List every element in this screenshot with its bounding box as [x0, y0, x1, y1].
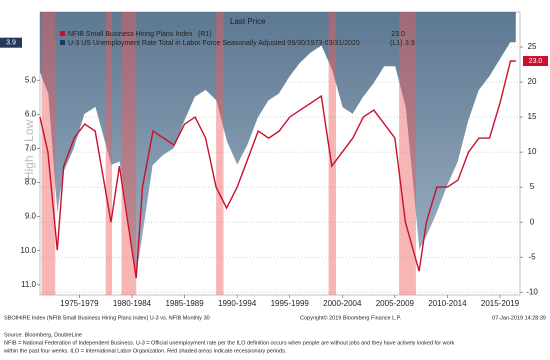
y-tick-label: 8.0 [25, 178, 37, 187]
y2-tick-label: 15 [528, 112, 537, 121]
y2-tick-label: 20 [528, 77, 537, 86]
x-tick-label: 2015-2019 [481, 299, 520, 308]
x-tick-label: 2005-2009 [376, 299, 415, 308]
x-tick-label: 1990-1994 [218, 299, 257, 308]
legend-axis-tag: (L1) [390, 40, 402, 47]
y-tick-label: 9.0 [25, 212, 37, 221]
y2-tick-label: -10 [526, 287, 538, 296]
recession-band [216, 12, 224, 295]
last-value-tag: 23.0 [529, 58, 543, 65]
footer-right: 07-Jan-2019 14:28:39 [492, 315, 546, 321]
last-value-box [0, 37, 22, 48]
y-tick-label: 10.0 [20, 246, 36, 255]
x-tick-label: 1985-1989 [165, 299, 204, 308]
y2-tick-label: 10 [528, 147, 537, 156]
area [40, 12, 516, 278]
area-edge [39, 42, 516, 279]
x-tick-label: 1975-1979 [60, 299, 99, 308]
x-tick-label: 1995-1999 [271, 299, 310, 308]
y-tick-label: 11.0 [21, 280, 37, 289]
legend-swatch [60, 40, 65, 45]
x-tick-label: 1980-1984 [113, 299, 152, 308]
recession-band [328, 12, 336, 295]
legend-label: NFIB Small Business Hiring Plans Index [68, 31, 193, 38]
legend-axis-tag: (R1) [198, 31, 212, 38]
y-tick-label: 5.0 [25, 75, 37, 84]
legend-header: Last Price [230, 17, 266, 26]
recession-band [399, 12, 416, 295]
last-value-box [523, 56, 548, 67]
x-tick-label: 2010-2014 [428, 299, 467, 308]
y2-tick-label: -5 [528, 252, 536, 261]
last-value-tag: 3.9 [6, 40, 16, 47]
y2-tick-label: 25 [528, 42, 537, 51]
y2-tick-label: 0 [530, 217, 535, 226]
source: Source: Bloomberg, DoubleLine [4, 332, 82, 338]
recession-band [121, 12, 137, 295]
x-tick-label: 2000-2004 [323, 299, 362, 308]
footer-center: Copyright© 2019 Bloomberg Finance L.P. [300, 314, 402, 321]
y-axis-label: High = Low [22, 119, 36, 180]
y-tick-label: 6.0 [25, 109, 37, 118]
line [39, 60, 516, 279]
footer-left: SBOIHIRE Index (NFIB Small Business Hiri… [4, 315, 210, 321]
legend-swatch [60, 31, 65, 36]
y2-tick-label: 5 [530, 182, 535, 191]
y-tick-label: 7.0 [25, 143, 37, 152]
note: NFIB = National Federation of Independen… [4, 340, 454, 346]
recession-band [105, 12, 113, 295]
legend-value: 3.9 [405, 40, 415, 47]
legend-label: U-3 US Unemployment Rate Total in Labor … [68, 40, 360, 47]
note: within the past four weeks. ILO = Intern… [3, 348, 287, 354]
legend-value: 23.0 [391, 31, 405, 38]
